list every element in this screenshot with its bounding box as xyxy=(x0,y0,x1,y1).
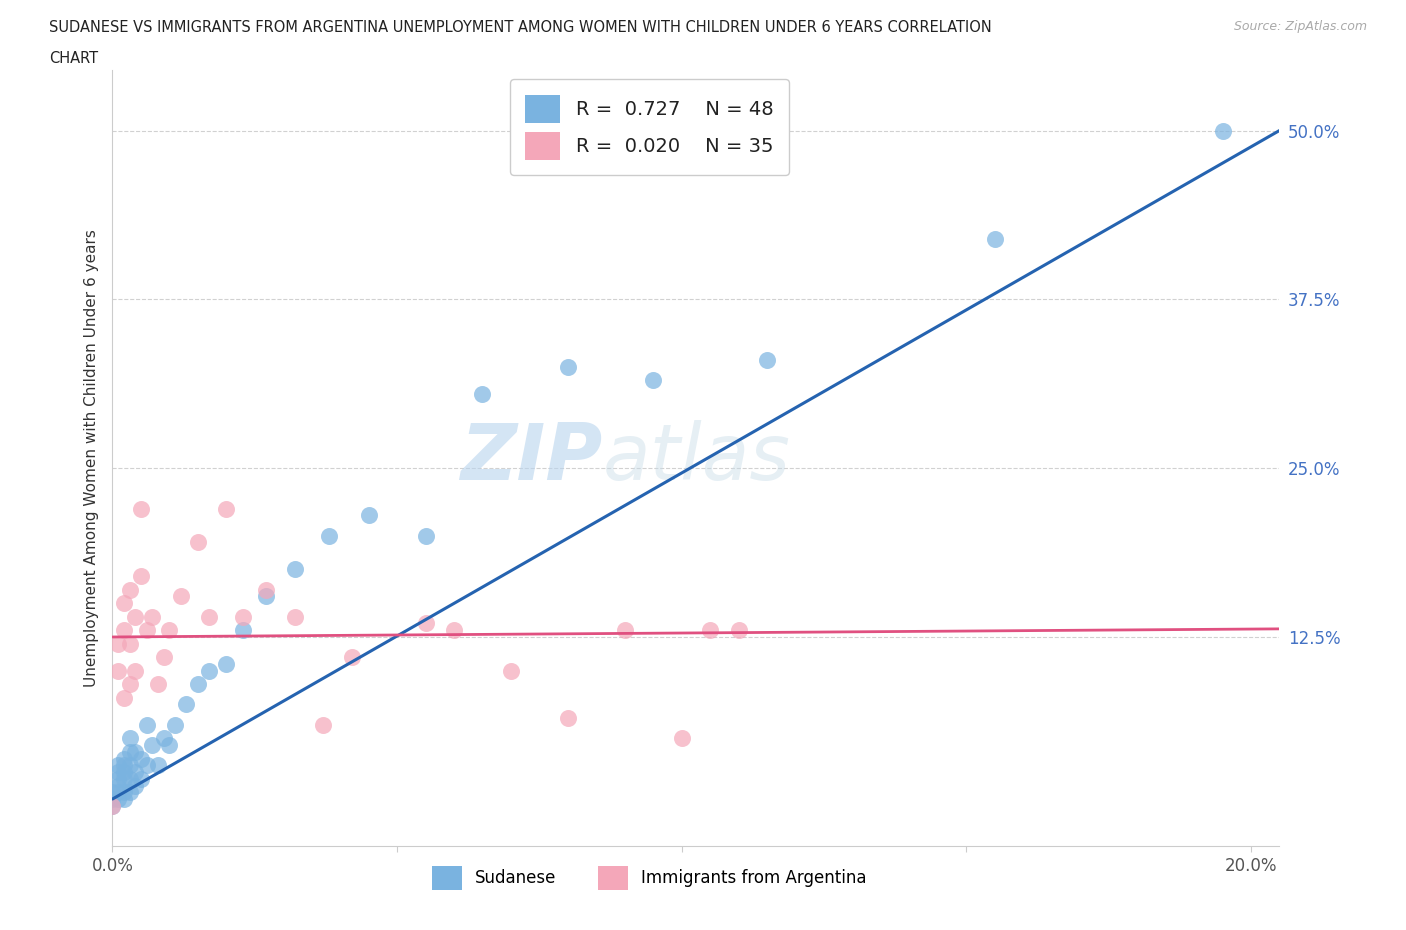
Point xyxy=(557,711,579,725)
Point xyxy=(1212,123,1234,138)
Point xyxy=(124,663,146,678)
Point xyxy=(124,609,146,624)
Point xyxy=(135,717,157,732)
Point xyxy=(129,751,152,766)
Point xyxy=(699,623,721,638)
Point xyxy=(613,623,636,638)
Point xyxy=(187,535,209,550)
Point xyxy=(118,636,141,651)
Point xyxy=(254,582,277,597)
Point xyxy=(215,657,238,671)
Text: SUDANESE VS IMMIGRANTS FROM ARGENTINA UNEMPLOYMENT AMONG WOMEN WITH CHILDREN UND: SUDANESE VS IMMIGRANTS FROM ARGENTINA UN… xyxy=(49,20,993,35)
Point xyxy=(101,791,124,806)
Point xyxy=(415,616,437,631)
Point xyxy=(118,744,141,759)
Point xyxy=(118,758,141,773)
Point xyxy=(141,737,163,752)
Point xyxy=(146,677,169,692)
Point xyxy=(284,609,307,624)
Point xyxy=(129,771,152,786)
Point xyxy=(124,778,146,793)
Point xyxy=(118,731,141,746)
Point xyxy=(135,758,157,773)
Point xyxy=(499,663,522,678)
Text: ZIP: ZIP xyxy=(460,420,603,496)
Point xyxy=(443,623,465,638)
Point xyxy=(198,609,221,624)
Y-axis label: Unemployment Among Women with Children Under 6 years: Unemployment Among Women with Children U… xyxy=(83,229,98,687)
Text: atlas: atlas xyxy=(603,420,790,496)
Point xyxy=(984,232,1007,246)
Point xyxy=(101,798,124,813)
Text: Source: ZipAtlas.com: Source: ZipAtlas.com xyxy=(1233,20,1367,33)
Point xyxy=(643,373,665,388)
Point xyxy=(284,562,307,577)
Point xyxy=(112,751,135,766)
Point xyxy=(118,771,141,786)
Point xyxy=(415,528,437,543)
Point xyxy=(112,596,135,611)
Point xyxy=(129,569,152,584)
Point xyxy=(254,589,277,604)
Point xyxy=(318,528,340,543)
Point xyxy=(312,717,335,732)
Point xyxy=(232,609,254,624)
Point xyxy=(112,785,135,800)
Point xyxy=(118,582,141,597)
Point xyxy=(107,636,129,651)
Point xyxy=(101,785,124,800)
Point xyxy=(471,387,494,402)
Point xyxy=(112,758,135,773)
Point xyxy=(129,501,152,516)
Point xyxy=(176,698,198,712)
Point xyxy=(107,791,129,806)
Point xyxy=(135,623,157,638)
Point xyxy=(152,731,174,746)
Point xyxy=(198,663,221,678)
Point xyxy=(165,717,187,732)
Point xyxy=(357,508,380,523)
Point xyxy=(112,771,135,786)
Point xyxy=(232,623,254,638)
Point xyxy=(152,650,174,665)
Point xyxy=(107,785,129,800)
Point xyxy=(124,744,146,759)
Point xyxy=(107,758,129,773)
Point xyxy=(557,359,579,374)
Point xyxy=(215,501,238,516)
Point xyxy=(112,623,135,638)
Point xyxy=(112,764,135,779)
Point xyxy=(107,771,129,786)
Point xyxy=(146,758,169,773)
Point xyxy=(101,798,124,813)
Point xyxy=(112,690,135,705)
Text: CHART: CHART xyxy=(49,51,98,66)
Point xyxy=(671,731,693,746)
Point xyxy=(141,609,163,624)
Point xyxy=(124,764,146,779)
Point xyxy=(157,623,180,638)
Point xyxy=(340,650,363,665)
Point xyxy=(187,677,209,692)
Point xyxy=(157,737,180,752)
Point xyxy=(112,791,135,806)
Point xyxy=(170,589,193,604)
Point xyxy=(118,677,141,692)
Point xyxy=(107,663,129,678)
Point xyxy=(727,623,749,638)
Point xyxy=(118,785,141,800)
Legend: Sudanese, Immigrants from Argentina: Sudanese, Immigrants from Argentina xyxy=(425,859,873,897)
Point xyxy=(107,778,129,793)
Point xyxy=(107,764,129,779)
Point xyxy=(756,352,779,367)
